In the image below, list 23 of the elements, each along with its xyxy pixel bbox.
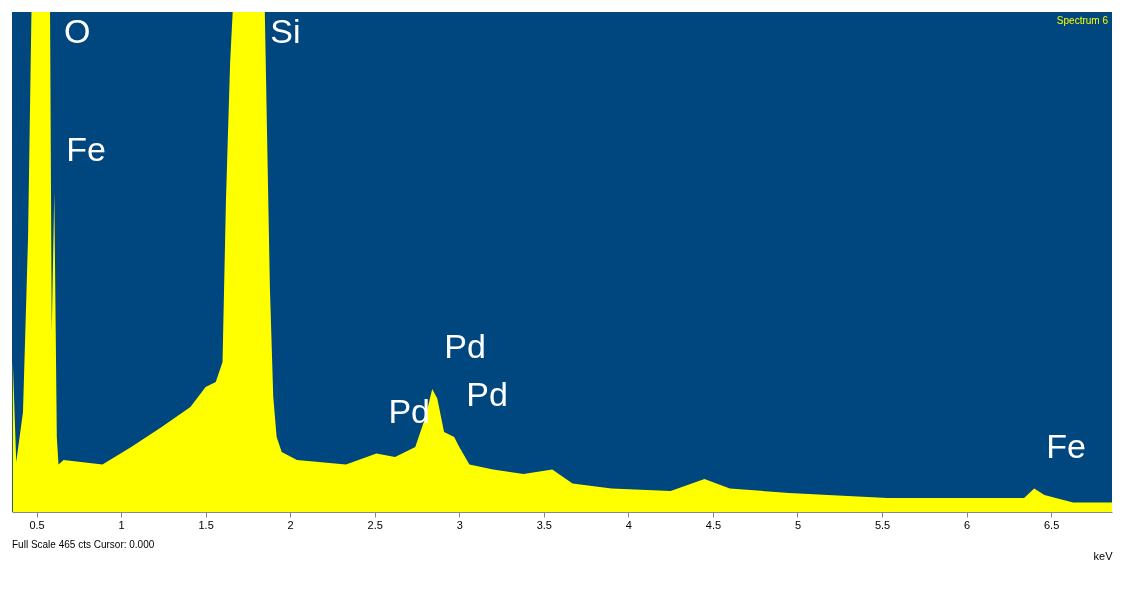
annotation: O [63, 12, 91, 50]
x-tick-label: 5.5 [874, 518, 891, 531]
x-tick-label: 3 [456, 518, 463, 531]
annotation: Pd [388, 391, 431, 430]
text: Full Scale 465 cts Cursor: 0.000 [12, 539, 155, 550]
annotation: Pd [466, 375, 508, 413]
annotation: Fe [1046, 426, 1086, 465]
chart-title: Spectrum 6 [1056, 15, 1109, 26]
x-tick-label: 2 [287, 518, 294, 531]
x-tick-label: 0.5 [29, 518, 45, 531]
annotation: Si [270, 12, 301, 50]
x-tick-label: 5 [794, 518, 802, 531]
x-tick-label: 6.5 [1043, 518, 1060, 531]
x-tick-label: 4.5 [705, 518, 722, 531]
x-tick-label: 2.5 [367, 518, 383, 531]
x-tick-label: 3.5 [536, 518, 552, 531]
x-axis-title: keV [1093, 549, 1114, 562]
x-tick-label: 1 [118, 518, 125, 531]
annotation: Pd [444, 327, 486, 365]
x-tick-label: 6 [964, 518, 971, 531]
annotation: Fe [66, 130, 106, 168]
x-tick-label: 1.5 [198, 518, 214, 531]
x-tick-label: 4 [625, 518, 632, 531]
